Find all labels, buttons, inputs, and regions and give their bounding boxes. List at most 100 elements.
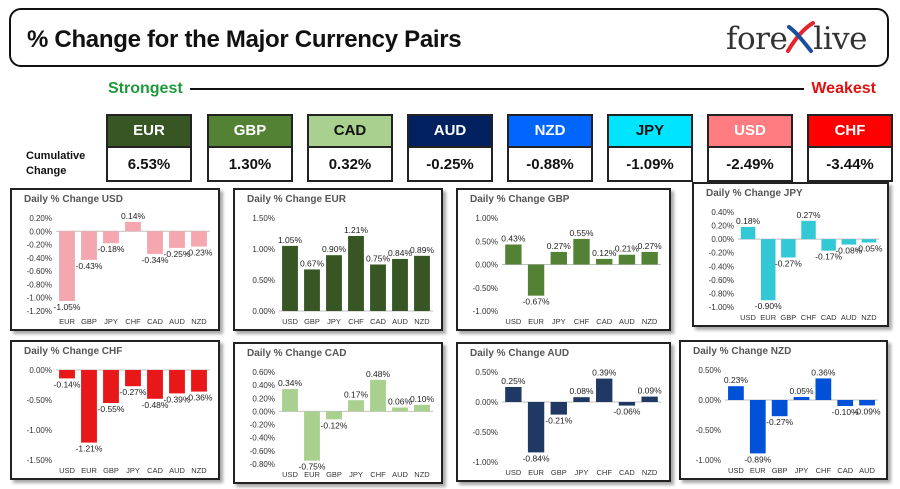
y-tick-label: -1.20%: [27, 307, 52, 316]
chart-title: Daily % Change AUD: [470, 348, 570, 359]
bar: [125, 370, 141, 387]
x-category-label: NZD: [642, 317, 658, 326]
x-category-label: CHF: [125, 317, 141, 326]
bar-chart-svg: 0.00% -0.50% -1.00% -1.50% -0.14% USD -1.21% EU…: [27, 366, 213, 475]
x-category-label: JPY: [575, 468, 589, 477]
data-label: -0.27%: [766, 417, 793, 427]
y-tick-label: 0.20%: [252, 394, 275, 403]
data-label: 0.55%: [569, 228, 594, 238]
data-label: 1.21%: [344, 225, 369, 235]
y-tick-label: -1.00%: [473, 458, 498, 467]
data-label: -0.25%: [164, 249, 191, 259]
data-label: 0.43%: [501, 234, 526, 244]
data-label: -0.43%: [76, 261, 103, 271]
bar: [348, 400, 364, 412]
data-label: -0.34%: [142, 255, 169, 265]
x-category-label: AUD: [619, 317, 635, 326]
x-category-label: JPY: [349, 470, 363, 479]
y-tick-label: -0.40%: [250, 434, 275, 443]
x-category-label: CAD: [837, 466, 853, 475]
x-category-label: USD: [505, 317, 521, 326]
x-category-label: EUR: [528, 468, 544, 477]
bar: [618, 402, 636, 406]
y-tick-label: 0.40%: [711, 208, 734, 217]
chart-title: Daily % Change GBP: [470, 194, 570, 205]
daily-change-chart-4: Daily % Change JPY 0.40% 0.20% 0.00% -0.20% -…: [692, 182, 889, 327]
currency-box-eur: EUR 6.53%: [106, 114, 192, 182]
y-tick-label: -0.80%: [27, 280, 52, 289]
y-tick-label: 0.00%: [29, 366, 52, 375]
bar-chart-svg: 1.50% 1.00% 0.50% 0.00% 1.05% USD 0.67% GBP 0.90…: [252, 214, 435, 326]
x-category-label: CAD: [147, 317, 163, 326]
x-swoosh-icon: [786, 21, 816, 53]
bar: [596, 378, 613, 402]
x-category-label: USD: [728, 466, 744, 475]
data-label: 0.90%: [322, 244, 347, 254]
x-category-label: GBP: [780, 313, 796, 322]
y-tick-label: -1.00%: [709, 303, 734, 312]
data-label: -0.67%: [523, 297, 550, 307]
x-category-label: USD: [282, 317, 298, 326]
header-bar: % Change for the Major Currency Pairs fo…: [9, 8, 889, 67]
bar: [81, 370, 97, 443]
y-tick-label: -0.40%: [27, 254, 52, 263]
currency-code: CAD: [309, 116, 391, 148]
x-category-label: USD: [59, 466, 75, 475]
bar-chart-svg: 0.50% 0.00% -0.50% -1.00% 0.25% USD-0.84% EUR -…: [473, 368, 662, 477]
forexlive-logo: fore live: [726, 19, 867, 59]
bar: [527, 402, 545, 453]
y-tick-label: -0.50%: [696, 426, 721, 435]
bar: [505, 244, 522, 265]
x-category-label: JPY: [795, 466, 809, 475]
bar: [573, 238, 590, 265]
bar: [414, 404, 430, 412]
data-label: 0.75%: [366, 254, 391, 264]
x-category-label: EUR: [750, 466, 766, 475]
data-label: 0.89%: [410, 245, 435, 255]
daily-change-chart-5: Daily % Change CHF 0.00% -0.50% -1.00% -1.50…: [10, 340, 220, 480]
y-tick-label: 0.00%: [29, 227, 52, 236]
data-label: -0.55%: [98, 404, 125, 414]
bar: [147, 231, 163, 254]
currency-cumulative-value: -3.44%: [826, 156, 874, 173]
y-tick-label: 0.50%: [475, 368, 498, 377]
x-category-label: GBP: [772, 466, 788, 475]
currency-cumulative-value: 0.32%: [328, 156, 372, 173]
bar: [191, 370, 207, 392]
cumulative-label-line1: Cumulative: [26, 150, 86, 162]
y-tick-label: -0.40%: [709, 262, 734, 271]
data-label: 0.34%: [278, 378, 303, 388]
bar-chart-svg: 0.40% 0.20% 0.00% -0.20% -0.40% -0.60% -0.80% -…: [709, 208, 883, 322]
bar: [801, 220, 816, 240]
logo-text-left: fore: [725, 21, 788, 57]
bar: [527, 264, 545, 296]
bar: [304, 269, 320, 311]
weakest-label: Weakest: [811, 80, 876, 97]
bar: [749, 400, 766, 454]
bar: [125, 221, 141, 232]
data-label: -0.48%: [142, 400, 169, 410]
daily-change-chart-8: Daily % Change NZD 0.50% 0.00% -0.50% -1.00%…: [679, 340, 888, 480]
bar: [618, 254, 636, 265]
bar: [641, 396, 658, 402]
strongest-label: Strongest: [108, 80, 183, 97]
x-category-label: CHF: [348, 317, 364, 326]
data-label: 0.05%: [789, 386, 814, 396]
bar: [550, 251, 567, 265]
currency-box-cad: CAD 0.32%: [307, 114, 393, 182]
daily-change-chart-7: Daily % Change AUD 0.50% 0.00% -0.50% -1.00%…: [456, 342, 671, 482]
y-tick-label: 0.00%: [698, 396, 721, 405]
cumulative-label-line2: Change: [26, 165, 67, 177]
data-label: 1.05%: [278, 235, 303, 245]
data-label: -0.09%: [854, 406, 881, 416]
bar: [304, 411, 320, 461]
data-label: -0.06%: [613, 407, 640, 417]
currency-cumulative-value: 6.53%: [127, 156, 171, 173]
x-category-label: AUD: [169, 466, 185, 475]
data-label: 0.67%: [300, 258, 325, 268]
data-label: -0.18%: [98, 244, 125, 254]
bar: [169, 231, 185, 248]
x-category-label: EUR: [760, 313, 776, 322]
data-label: 0.14%: [121, 211, 146, 221]
bar: [837, 400, 854, 406]
